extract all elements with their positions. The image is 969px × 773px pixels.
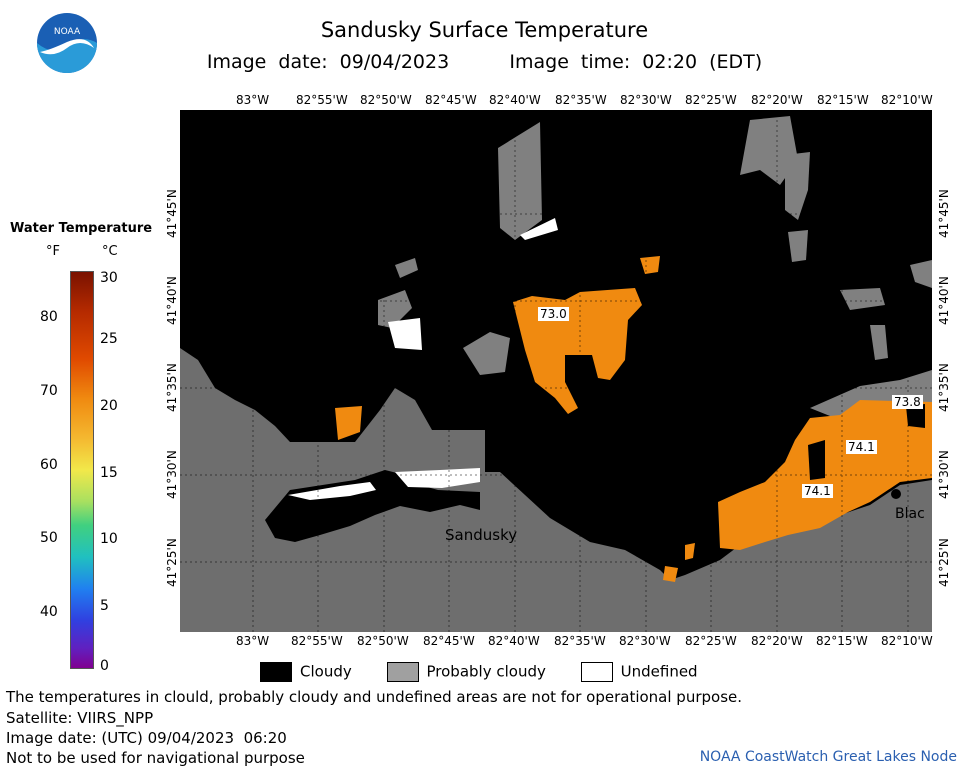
cloudy-patch (463, 332, 510, 375)
warm-water-area (335, 406, 362, 440)
c-tick: 30 (100, 270, 118, 286)
key-swatch (580, 662, 613, 682)
cloudy-patch (840, 288, 885, 310)
legend-title: Water Temperature (10, 221, 153, 236)
sandusky-bay (265, 470, 480, 542)
graticule (180, 110, 932, 632)
utc-date: Image date: (UTC) 09/04/2023 06:20 (6, 729, 287, 747)
lon-label-top: 82°40'W (489, 93, 541, 107)
undefined-area (288, 482, 376, 500)
lon-label-top: 82°55'W (296, 93, 348, 107)
temp-label: 73.8 (892, 395, 923, 409)
cloudy-patch (870, 325, 888, 360)
lon-label-top: 82°45'W (425, 93, 477, 107)
lon-label-top: 82°10'W (881, 93, 933, 107)
cloudy-patch (910, 260, 932, 288)
temp-label: 74.1 (846, 440, 877, 454)
unit-fahrenheit: °F (46, 244, 60, 259)
key-swatch (386, 662, 419, 682)
c-tick: 0 (100, 658, 109, 674)
cloud-key: Cloudy Probably cloudy Undefined (260, 662, 728, 682)
temp-label: 74.1 (802, 484, 833, 498)
lon-label-top: 82°15'W (817, 93, 869, 107)
satellite-info: Satellite: VIIRS_NPP (6, 709, 154, 727)
lon-label-bottom: 82°20'W (751, 634, 803, 648)
undefined-area (395, 468, 480, 488)
lon-label-bottom: 82°45'W (423, 634, 475, 648)
lon-label-bottom: 82°40'W (488, 634, 540, 648)
key-label: Probably cloudy (426, 662, 546, 681)
c-tick: 25 (100, 331, 118, 347)
lat-label-right: 41°40'N (937, 276, 951, 325)
lat-label-right: 41°30'N (937, 450, 951, 499)
sst-map (180, 110, 932, 632)
cloud-cover (906, 404, 925, 428)
cloudy-patch (788, 230, 808, 262)
f-tick: 80 (40, 309, 58, 325)
disclaimer: The temperatures in clould, probably clo… (6, 688, 743, 706)
lat-label-right: 41°25'N (937, 538, 951, 587)
lon-label-bottom: 82°30'W (619, 634, 671, 648)
lat-label-left: 41°45'N (165, 189, 179, 238)
lon-label-top: 82°20'W (751, 93, 803, 107)
lat-label-left: 41°35'N (165, 363, 179, 412)
f-tick: 70 (40, 383, 58, 399)
key-probably-cloudy: Probably cloudy (386, 662, 546, 682)
unit-celsius: °C (102, 244, 118, 259)
lon-label-top: 82°50'W (360, 93, 412, 107)
key-label: Undefined (620, 662, 698, 681)
c-tick: 5 (100, 598, 109, 614)
credit-link[interactable]: NOAA CoastWatch Great Lakes Node (699, 749, 957, 765)
lon-label-top: 82°35'W (555, 93, 607, 107)
key-label: Cloudy (300, 662, 352, 681)
cloudy-patch (785, 152, 810, 220)
lat-label-left: 41°25'N (165, 538, 179, 587)
temperature-colorbar (70, 271, 94, 669)
f-tick: 60 (40, 457, 58, 473)
lon-label-bottom: 82°55'W (291, 634, 343, 648)
lat-label-left: 41°40'N (165, 276, 179, 325)
undefined-area (520, 218, 558, 240)
lon-label-top: 82°25'W (685, 93, 737, 107)
lat-label-right: 41°35'N (937, 363, 951, 412)
place-label-black: Blac (895, 506, 925, 522)
page-title: Sandusky Surface Temperature (320, 18, 649, 42)
key-cloudy: Cloudy (260, 662, 352, 682)
key-undefined: Undefined (580, 662, 698, 682)
f-tick: 40 (40, 604, 58, 620)
lon-label-bottom: 82°10'W (881, 634, 933, 648)
cloudy-patch (378, 290, 412, 328)
noaa-logo: NOAA (37, 13, 97, 73)
navigation-warning: Not to be used for navigational purpose (6, 749, 305, 767)
cloudy-patch (740, 116, 798, 185)
temp-label: 73.0 (538, 307, 569, 321)
city-marker (891, 489, 901, 499)
land-area (180, 348, 932, 632)
image-date-time: Image date: 09/04/2023 Image time: 02:20… (206, 51, 763, 73)
lon-label-bottom: 82°15'W (816, 634, 868, 648)
c-tick: 10 (100, 531, 118, 547)
lon-label-top: 82°30'W (620, 93, 672, 107)
lon-label-bottom: 82°50'W (357, 634, 409, 648)
cloudy-patch (498, 122, 542, 240)
lon-label-bottom: 83°W (236, 634, 270, 648)
place-label-sandusky: Sandusky (445, 526, 518, 544)
lat-label-right: 41°45'N (937, 189, 951, 238)
key-swatch (260, 662, 292, 682)
warm-water-area (663, 566, 678, 582)
c-tick: 20 (100, 398, 118, 414)
f-tick: 50 (40, 530, 58, 546)
c-tick: 15 (100, 465, 118, 481)
lat-label-left: 41°30'N (165, 450, 179, 499)
lon-label-top: 83°W (236, 93, 270, 107)
undefined-area (388, 318, 422, 350)
cloudy-patch (395, 258, 418, 278)
lon-label-bottom: 82°25'W (685, 634, 737, 648)
cloud-cover (808, 440, 825, 480)
warm-water-area (640, 256, 660, 274)
logo-text: NOAA (54, 27, 81, 37)
warm-water-area (685, 543, 695, 560)
lon-label-bottom: 82°35'W (554, 634, 606, 648)
